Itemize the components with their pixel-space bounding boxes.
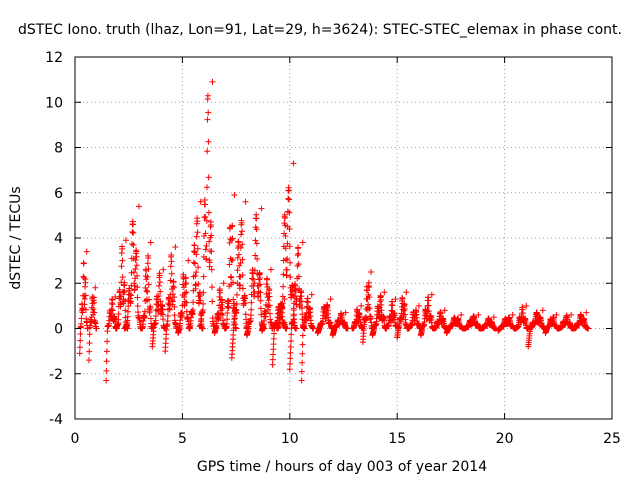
data-arc xyxy=(175,257,193,337)
y-axis-title: dSTEC / TECUs xyxy=(8,186,24,289)
x-tick-label: 25 xyxy=(603,431,621,447)
data-arc xyxy=(196,78,218,330)
y-tick-label: 2 xyxy=(54,276,63,292)
y-tick-label: 6 xyxy=(54,186,63,202)
data-arc xyxy=(383,296,401,330)
data-arc xyxy=(76,248,91,357)
data-arc xyxy=(369,289,390,339)
data-arc xyxy=(404,302,424,332)
data-arc xyxy=(149,266,169,350)
x-tick-label: 15 xyxy=(388,431,406,447)
data-arc xyxy=(243,205,268,339)
data-arc xyxy=(542,311,562,337)
data-arc xyxy=(430,307,450,332)
y-tick-label: 12 xyxy=(45,50,63,66)
data-arc xyxy=(314,296,336,337)
data-arc xyxy=(103,293,120,384)
x-tick-labels: 0 5 10 15 20 25 xyxy=(71,431,621,447)
data-arc xyxy=(525,307,549,350)
x-tick-label: 0 xyxy=(71,431,80,447)
y-tick-label: 4 xyxy=(54,231,63,247)
y-tick-label: -2 xyxy=(49,367,63,383)
data-arc xyxy=(443,311,467,337)
data-arc xyxy=(85,284,100,364)
x-axis-title: GPS time / hours of day 003 of year 2014 xyxy=(197,459,487,475)
data-arc xyxy=(273,160,300,332)
data-arc xyxy=(258,266,276,334)
data-marks xyxy=(76,78,592,384)
data-arc xyxy=(162,244,181,355)
chart-title: dSTEC Iono. truth (lhaz, Lon=91, Lat=29,… xyxy=(18,22,622,38)
data-arc xyxy=(121,203,145,332)
data-arc xyxy=(512,302,532,332)
data-arc xyxy=(394,289,411,341)
data-arc xyxy=(138,239,156,332)
x-tick-label: 10 xyxy=(281,431,299,447)
data-arc xyxy=(570,309,592,332)
y-tick-labels: -4 -2 0 2 4 6 8 10 12 xyxy=(45,50,63,428)
data-arc xyxy=(417,291,437,339)
data-arc xyxy=(477,314,500,332)
data-arc xyxy=(211,280,229,337)
grid xyxy=(75,57,612,419)
x-tick-label: 20 xyxy=(496,431,514,447)
y-tick-label: -4 xyxy=(49,412,63,428)
y-tick-label: 0 xyxy=(54,322,63,338)
y-tick-label: 8 xyxy=(54,141,63,157)
data-arc xyxy=(298,291,317,384)
data-arc xyxy=(329,309,351,339)
y-tick-label: 10 xyxy=(45,95,63,111)
x-tick-label: 5 xyxy=(178,431,187,447)
data-arc xyxy=(495,311,519,334)
axis-ticks xyxy=(74,56,613,420)
